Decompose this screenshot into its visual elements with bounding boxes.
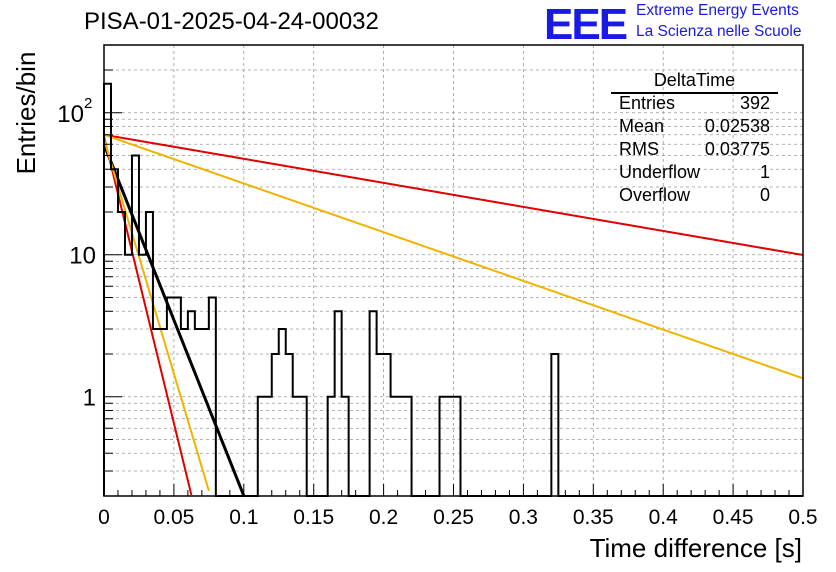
histogram-bin (181, 329, 188, 496)
histogram-bin (328, 397, 335, 496)
histogram-bin (377, 354, 384, 496)
histogram-bin (209, 297, 216, 496)
histogram-bin (146, 212, 153, 496)
x-tick-label: 0.45 (713, 506, 754, 529)
histogram-bin (125, 255, 132, 496)
run-title: PISA-01-2025-04-24-00032 (84, 8, 379, 35)
stats-value: 392 (739, 93, 770, 113)
grid-lines (104, 45, 803, 496)
stats-row-overflow: Overflow 0 (619, 185, 770, 207)
histogram-bin (111, 169, 118, 496)
histogram-bin (335, 311, 342, 496)
stats-key: RMS (619, 139, 659, 159)
histogram-bin (160, 329, 167, 496)
x-tick-label: 0.15 (293, 506, 334, 529)
histogram-bin (447, 397, 454, 496)
x-tick-label: 0.35 (573, 506, 614, 529)
stats-key: Mean (619, 116, 665, 136)
histogram-bin (258, 397, 265, 496)
stats-key: Entries (619, 93, 676, 113)
stats-key: Underflow (619, 162, 701, 182)
x-tick-label: 0.25 (433, 506, 474, 529)
logo-subtitle-2: La Scienza nelle Scuole (636, 23, 802, 40)
histogram-bin (279, 329, 286, 496)
histogram-bin (139, 255, 146, 496)
y-tick-label-exponent: 2 (84, 95, 92, 112)
stats-row-rms: RMS 0.03775 (619, 139, 770, 161)
x-tick-label: 0.4 (649, 506, 679, 529)
stats-box: DeltaTime Entries 392 Mean 0.02538 RMS 0… (611, 70, 778, 210)
histogram-bin (132, 155, 139, 496)
stats-value: 0.02538 (704, 116, 770, 136)
histogram-bin (104, 84, 111, 496)
y-axis-label: Entries/bin (11, 51, 41, 175)
histogram-bin (195, 329, 202, 496)
stats-value: 1 (759, 162, 770, 182)
histogram-bin (454, 397, 461, 496)
stats-value: 0 (759, 185, 770, 205)
histogram-bin (188, 311, 195, 496)
histogram-bin (300, 397, 307, 496)
x-tick-label: 0.2 (369, 506, 398, 529)
histogram-bin (342, 397, 349, 496)
histogram-bin (551, 354, 558, 496)
fit-curve (103, 139, 210, 492)
x-tick-label: 0.3 (509, 506, 538, 529)
histogram-bin (153, 329, 160, 496)
histogram-bin (370, 311, 377, 496)
stats-value: 0.03775 (704, 139, 770, 159)
logo-subtitle-1: Extreme Energy Events (636, 2, 799, 19)
tick-labels: 0 0.05 0.1 0.15 0.2 0.25 0.3 0.35 0.4 0.45 0.51101… (57, 95, 817, 529)
histogram-bin (202, 329, 209, 496)
histogram-bin (286, 354, 293, 496)
x-tick-label: 0.05 (153, 506, 194, 529)
histogram-bin (265, 397, 272, 496)
fit-curve (103, 133, 804, 380)
histogram-bin (440, 397, 447, 496)
histogram-bin (398, 397, 405, 496)
y-tick-label: 10 (57, 101, 84, 128)
histogram-bin (272, 354, 279, 496)
stats-key: Overflow (619, 185, 691, 205)
eee-logo: EEE (544, 0, 628, 49)
histogram-bin (167, 297, 174, 496)
stats-title: DeltaTime (653, 70, 736, 90)
histogram-bin (384, 354, 391, 496)
stats-title-underline (611, 92, 778, 94)
stats-row-underflow: Underflow 1 (619, 162, 770, 184)
x-axis-label: Time difference [s] (589, 533, 802, 563)
fit-curve (103, 133, 804, 256)
x-tick-label: 0 (98, 506, 110, 529)
axis-ticks (103, 44, 804, 497)
stats-row-mean: Mean 0.02538 (619, 116, 770, 138)
x-tick-label: 0.5 (788, 506, 817, 529)
histogram-bin (293, 397, 300, 496)
fit-curves (102, 133, 804, 497)
y-tick-label: 10 (69, 243, 96, 270)
x-tick-label: 0.1 (229, 506, 258, 529)
fit-curve (102, 143, 246, 497)
stats-row-entries: Entries 392 (619, 93, 770, 115)
histogram-bin (174, 297, 181, 496)
y-tick-label: 1 (83, 385, 96, 412)
histogram-bin (391, 397, 398, 496)
histogram-bin (405, 397, 412, 496)
